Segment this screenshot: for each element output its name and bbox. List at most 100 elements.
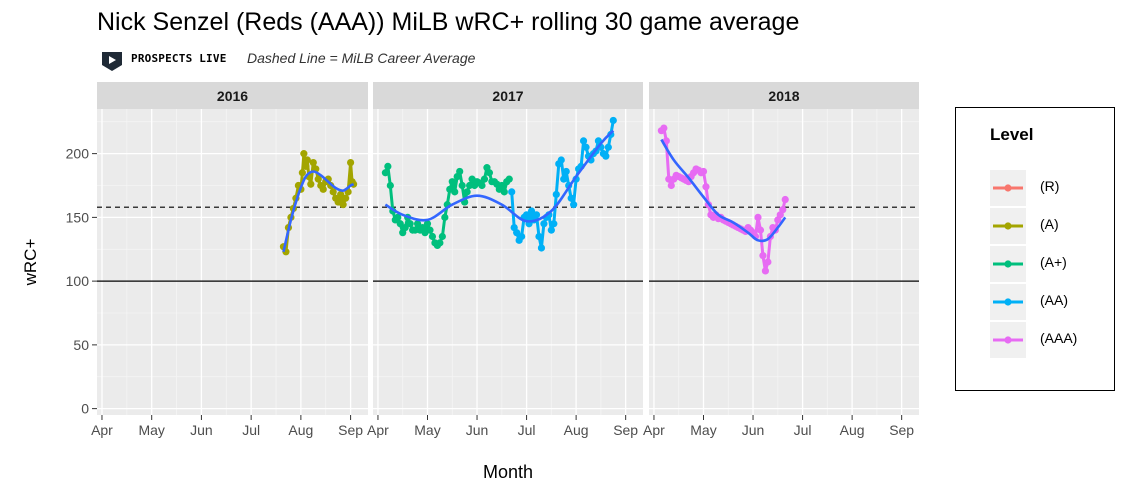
data-point [406,220,414,228]
x-tick-label: Aug [840,422,865,438]
legend-label: (AAA) [1040,330,1078,346]
legend-key-icon [990,170,1026,206]
data-point [505,175,513,183]
data-point [779,206,787,214]
chart-title: Nick Senzel (Reds (AAA)) MiLB wRC+ rolli… [97,8,800,36]
legend-item: (A) [990,208,1120,244]
y-tick-label: 100 [66,273,90,289]
facet-strip [97,82,368,109]
smooth-trend-line [282,170,355,253]
data-point [699,167,708,176]
data-point [560,175,568,183]
data-point [423,220,432,228]
data-point [508,188,516,196]
x-tick-label: May [138,422,164,438]
data-point [759,252,767,260]
legend-key-icon [990,284,1026,320]
x-tick-label: Aug [564,422,589,438]
y-tick-label: 150 [66,209,90,225]
data-point [702,183,710,191]
x-tick-label: Jul [794,422,812,438]
data-point [550,220,558,228]
data-point [458,181,466,190]
data-point [567,194,575,202]
data-point [781,195,789,204]
data-point [609,116,617,125]
legend-label: (R) [1040,178,1060,194]
legend-key-icon [990,322,1026,358]
legend-item: (R) [990,170,1120,206]
data-point [764,258,772,266]
panel-background [97,109,368,415]
legend-key-icon [990,208,1026,244]
x-tick-label: Apr [91,422,113,438]
data-point [448,178,456,186]
data-point [329,188,337,196]
y-tick-label: 50 [73,337,89,353]
data-point [547,226,555,234]
x-tick-label: May [414,422,440,438]
data-point [426,226,434,234]
legend: Level (R) (A) (A+) (AA) (AAA) [955,107,1115,391]
data-point [535,232,543,241]
data-point [527,207,536,215]
panel-background [373,109,643,415]
data-point [314,175,322,183]
data-point [570,201,578,209]
x-tick-label: Apr [367,422,389,438]
facet-strip-label: 2016 [217,88,248,104]
smooth-trend-line [660,138,787,243]
brand-name: PROSPECTS LIVE [131,52,227,65]
prospects-live-logo-icon [102,52,122,71]
data-point [309,158,317,167]
facet-panel-2016: 2016 Apr May Jun Jul Aug Sep [91,82,368,438]
data-point [463,188,471,196]
data-point [602,152,610,160]
data-point [300,150,308,158]
x-tick-label: Aug [288,422,313,438]
data-point [466,181,474,190]
facet-strip [373,82,643,109]
data-point [396,220,404,228]
legend-key-icon [990,246,1026,282]
data-point [480,175,489,183]
x-tick-label: Sep [338,422,363,438]
data-point [428,232,437,241]
legend-item: (A+) [990,246,1120,282]
data-point [438,232,446,241]
data-point [307,180,315,188]
data-point [522,211,531,219]
data-point [667,181,675,190]
chart-subtitle: Dashed Line = MiLB Career Average [247,50,476,66]
facet-panel-2018: 2018 Apr May Jun Jul Aug Sep [643,82,919,438]
data-point [532,211,541,219]
data-point [337,190,345,199]
data-point [411,226,419,234]
legend-label: (AA) [1040,292,1068,308]
data-point [537,244,546,252]
smooth-trend-line [384,129,615,223]
data-point [298,169,306,177]
x-tick-label: May [690,422,716,438]
legend-label: (A) [1040,216,1059,232]
data-point [346,158,355,167]
data-point [478,181,486,190]
data-point [319,185,327,193]
data-point [552,190,560,199]
data-point [384,162,392,170]
facet-strip-label: 2017 [492,88,523,104]
data-point [394,213,402,221]
data-point [401,223,409,232]
x-tick-label: Sep [613,422,638,438]
data-point [518,232,526,241]
data-point [557,156,565,164]
data-point [302,162,310,170]
y-tick-label: 200 [66,146,90,162]
facet-strip [649,82,919,109]
x-tick-label: Jun [466,422,489,438]
x-tick-label: Apr [643,422,665,438]
x-tick-label: Jun [742,422,765,438]
data-point [604,143,612,151]
legend-item: (AA) [990,284,1120,320]
data-point [562,167,570,176]
